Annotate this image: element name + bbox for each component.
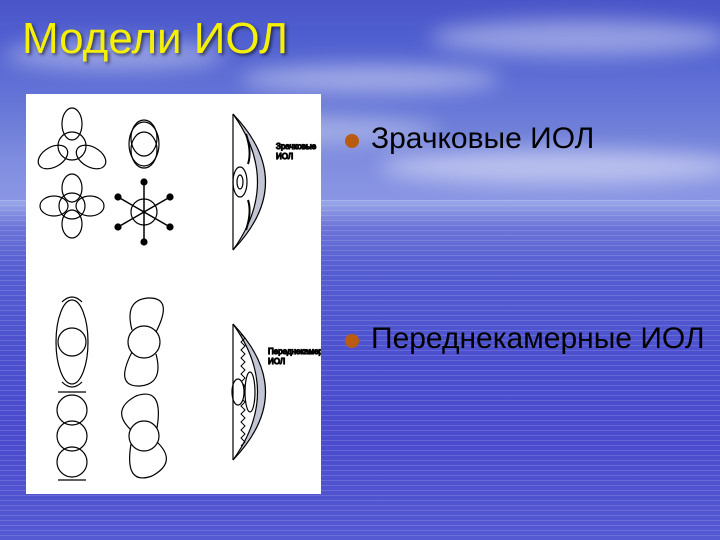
slide: Модели ИОЛ bbox=[0, 0, 720, 540]
bullet-2: Переднекамерные ИОЛ bbox=[345, 320, 705, 358]
bullet-2-text: Переднекамерные ИОЛ bbox=[371, 320, 705, 358]
slide-title: Модели ИОЛ bbox=[22, 14, 288, 64]
diagram-label-bottom: ПереднекамерныеИОЛ bbox=[268, 347, 321, 366]
iol-diagram: ЗрачковыеИОЛ bbox=[26, 94, 321, 494]
bullet-dot-icon bbox=[345, 134, 359, 148]
bullet-1-text: Зрачковые ИОЛ bbox=[371, 120, 594, 158]
bullet-dot-icon bbox=[345, 334, 359, 348]
diagram-label-top: ЗрачковыеИОЛ bbox=[276, 142, 317, 161]
cloud bbox=[240, 65, 500, 93]
bullet-1: Зрачковые ИОЛ bbox=[345, 120, 594, 158]
cloud bbox=[430, 20, 720, 56]
